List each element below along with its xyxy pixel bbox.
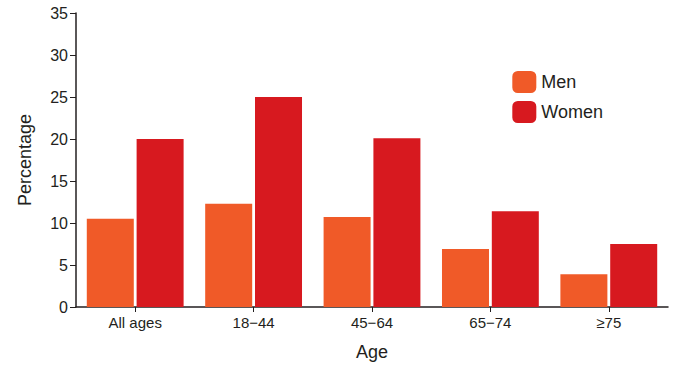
svg-text:0: 0 [59,299,68,316]
svg-text:45−64: 45−64 [351,314,393,331]
svg-text:Women: Women [541,102,603,122]
svg-text:35: 35 [50,5,68,22]
svg-text:Men: Men [541,72,576,92]
svg-text:Age: Age [356,342,388,362]
svg-text:65−74: 65−74 [469,314,511,331]
svg-text:18−44: 18−44 [233,314,275,331]
svg-text:Percentage: Percentage [15,114,35,206]
svg-text:15: 15 [50,173,68,190]
svg-text:20: 20 [50,131,68,148]
svg-text:25: 25 [50,89,68,106]
svg-text:30: 30 [50,47,68,64]
svg-text:10: 10 [50,215,68,232]
svg-text:≥75: ≥75 [596,314,621,331]
svg-text:5: 5 [59,257,68,274]
svg-text:All ages: All ages [109,314,162,331]
